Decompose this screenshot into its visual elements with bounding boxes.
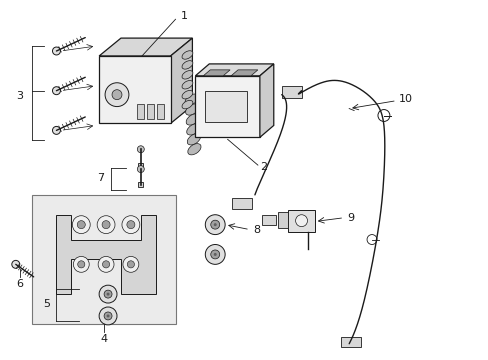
Circle shape [97, 216, 115, 234]
Polygon shape [195, 64, 273, 76]
Text: 6: 6 [16, 279, 23, 289]
Text: 8: 8 [252, 225, 260, 235]
Polygon shape [195, 76, 259, 137]
Bar [32, 195, 175, 324]
Circle shape [105, 83, 129, 107]
Bar [262, 215, 275, 225]
Circle shape [295, 215, 307, 227]
Polygon shape [231, 70, 257, 76]
Polygon shape [277, 212, 287, 228]
Circle shape [210, 220, 219, 229]
Ellipse shape [182, 71, 192, 79]
Bar [205, 91, 246, 122]
Circle shape [77, 221, 85, 229]
Bar [281, 86, 301, 98]
Circle shape [99, 307, 117, 325]
Text: 2: 2 [259, 162, 266, 172]
Circle shape [104, 312, 112, 320]
Ellipse shape [182, 90, 192, 99]
Circle shape [106, 293, 109, 296]
Circle shape [126, 221, 135, 229]
Circle shape [72, 216, 90, 234]
Bar [232, 198, 251, 209]
Bar [138, 163, 143, 168]
Circle shape [99, 285, 117, 303]
Circle shape [102, 261, 109, 268]
Circle shape [137, 146, 144, 153]
Ellipse shape [184, 94, 198, 105]
Ellipse shape [182, 51, 192, 59]
Circle shape [122, 216, 140, 234]
Ellipse shape [185, 104, 199, 115]
Ellipse shape [182, 81, 192, 89]
Bar [156, 104, 163, 120]
Polygon shape [99, 38, 192, 56]
Polygon shape [259, 64, 273, 137]
Text: 10: 10 [398, 94, 412, 104]
Ellipse shape [182, 61, 192, 69]
Polygon shape [170, 38, 192, 123]
Polygon shape [99, 56, 170, 123]
Ellipse shape [186, 114, 199, 125]
Circle shape [52, 47, 61, 55]
Polygon shape [203, 70, 230, 76]
Circle shape [12, 260, 20, 268]
Text: 3: 3 [16, 91, 23, 101]
Bar [137, 104, 143, 120]
Circle shape [137, 166, 144, 172]
Text: 1: 1 [180, 11, 187, 21]
Circle shape [205, 244, 224, 264]
Text: 7: 7 [97, 173, 104, 183]
Circle shape [112, 90, 122, 100]
Circle shape [213, 253, 216, 256]
Ellipse shape [187, 144, 201, 155]
Circle shape [52, 126, 61, 134]
Circle shape [213, 223, 216, 226]
Circle shape [102, 221, 110, 229]
Circle shape [73, 256, 89, 272]
Bar [287, 210, 315, 231]
Ellipse shape [187, 134, 200, 145]
Circle shape [98, 256, 114, 272]
Bar [138, 183, 143, 188]
Polygon shape [56, 215, 155, 294]
Bar [341, 337, 360, 347]
Text: 5: 5 [43, 299, 50, 309]
Bar [146, 104, 153, 120]
Ellipse shape [186, 124, 200, 135]
Ellipse shape [182, 100, 192, 109]
Circle shape [52, 87, 61, 95]
Text: 9: 9 [346, 213, 354, 223]
Text: 4: 4 [100, 334, 107, 344]
Circle shape [104, 290, 112, 298]
Circle shape [78, 261, 85, 268]
Circle shape [210, 250, 219, 259]
Circle shape [127, 261, 134, 268]
Circle shape [106, 314, 109, 318]
Circle shape [122, 256, 139, 272]
Circle shape [205, 215, 224, 235]
